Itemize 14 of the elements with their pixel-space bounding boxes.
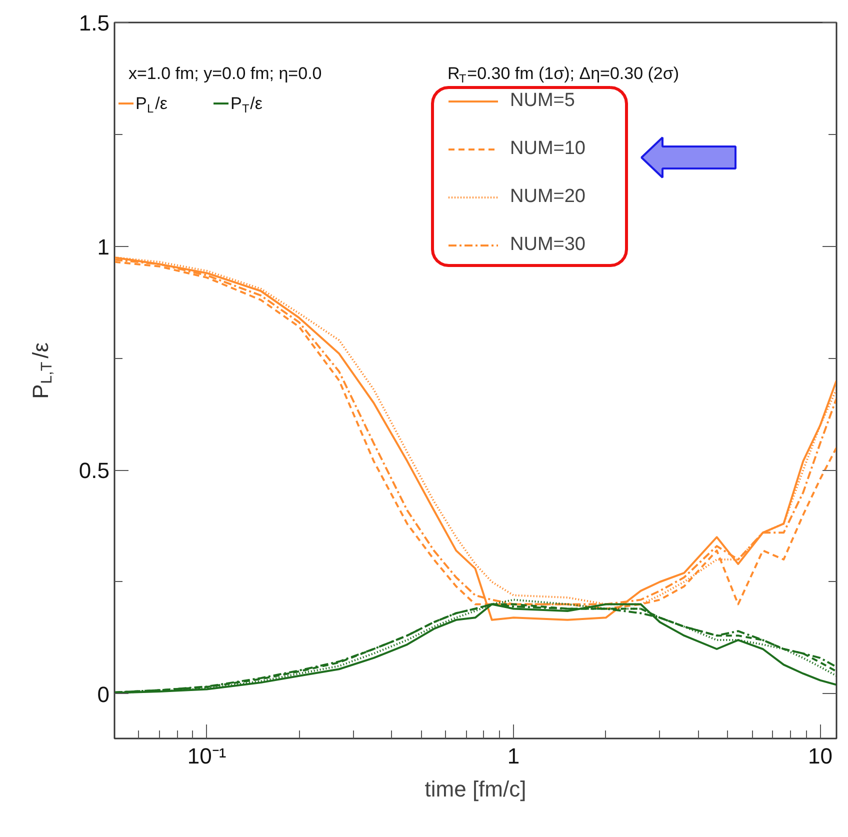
x-tick-label: 10 (808, 744, 832, 768)
annotation: x=1.0 fm; y=0.0 fm; η=0.0 (128, 64, 322, 83)
annotation: NUM=30 (510, 234, 586, 256)
y-tick-label: 1.5 (78, 10, 110, 36)
annotation: NUM=20 (510, 186, 586, 208)
x-axis-title: time [fm/c] (424, 776, 526, 802)
annotation: NUM=5 (510, 90, 575, 112)
annotation: NUM=10 (510, 138, 586, 160)
y-tick-label: 0.5 (78, 458, 110, 483)
x-tick-label: 1 (507, 744, 520, 768)
y-tick-label: 1 (97, 234, 110, 260)
x-tick-label: 10⁻¹ (187, 744, 226, 768)
y-axis-title: PL,T/ε (28, 342, 56, 399)
y-tick-label: 0 (97, 682, 110, 707)
